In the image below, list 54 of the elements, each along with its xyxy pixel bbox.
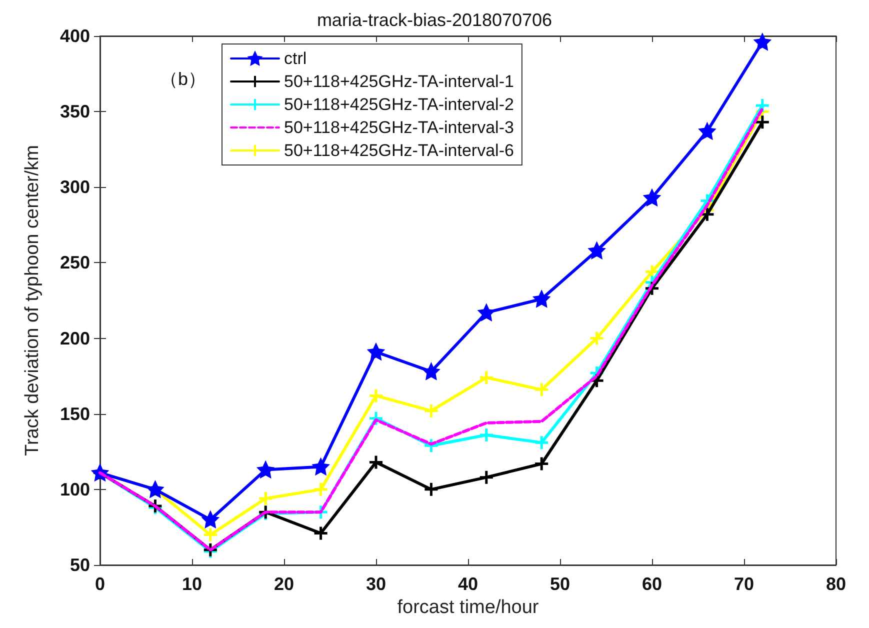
x-axis-title: forcast time/hour [397, 596, 540, 618]
legend-label: 50+118+425GHz-TA-interval-2 [284, 95, 514, 114]
point [478, 304, 494, 320]
point [534, 291, 550, 307]
point [534, 382, 550, 398]
point [423, 482, 439, 498]
y-axis-title: Track deviation of typhoon center/km [22, 145, 43, 456]
point [423, 403, 439, 419]
legend-label: 50+118+425GHz-TA-interval-6 [284, 141, 514, 160]
point [423, 438, 439, 454]
legend-label: ctrl [284, 49, 307, 68]
x-tick-label: 50 [550, 574, 570, 594]
legend-label: 50+118+425GHz-TA-interval-3 [284, 118, 514, 137]
legend-label: 50+118+425GHz-TA-interval-1 [284, 72, 514, 91]
x-tick-label: 0 [94, 574, 106, 594]
y-tick-label: 350 [60, 102, 90, 122]
y-tick-label: 200 [60, 328, 90, 348]
chart-title: maria-track-bias-2018070706 [316, 10, 552, 30]
point [589, 330, 605, 346]
point [202, 527, 218, 543]
x-tick-label: 80 [826, 574, 846, 594]
point [313, 459, 329, 475]
point [478, 427, 494, 443]
y-tick-label: 100 [60, 479, 90, 500]
point [313, 482, 329, 498]
point [644, 190, 660, 206]
point [368, 388, 384, 404]
point [589, 242, 605, 258]
point [478, 370, 494, 386]
point [754, 114, 770, 130]
point [534, 434, 550, 450]
y-tick-label: 250 [60, 252, 90, 273]
point [202, 512, 218, 528]
y-tick-label: 400 [60, 26, 90, 46]
point [368, 454, 384, 470]
y-tick-label: 300 [60, 177, 90, 198]
annotation: （b） [160, 69, 206, 89]
x-tick-label: 30 [366, 574, 386, 594]
point [368, 344, 384, 360]
y-tick-label: 50 [70, 555, 90, 575]
x-tick-label: 70 [734, 574, 754, 594]
x-tick-label: 20 [274, 574, 294, 594]
point [423, 364, 439, 380]
x-tick-label: 10 [182, 574, 202, 594]
y-tick-label: 150 [60, 404, 90, 424]
point [699, 123, 715, 139]
point [534, 456, 550, 472]
point [478, 470, 494, 486]
point [313, 526, 329, 542]
point [754, 34, 770, 50]
point [258, 490, 274, 506]
point [258, 462, 274, 478]
x-tick-label: 40 [458, 574, 478, 594]
x-tick-label: 60 [642, 574, 662, 594]
